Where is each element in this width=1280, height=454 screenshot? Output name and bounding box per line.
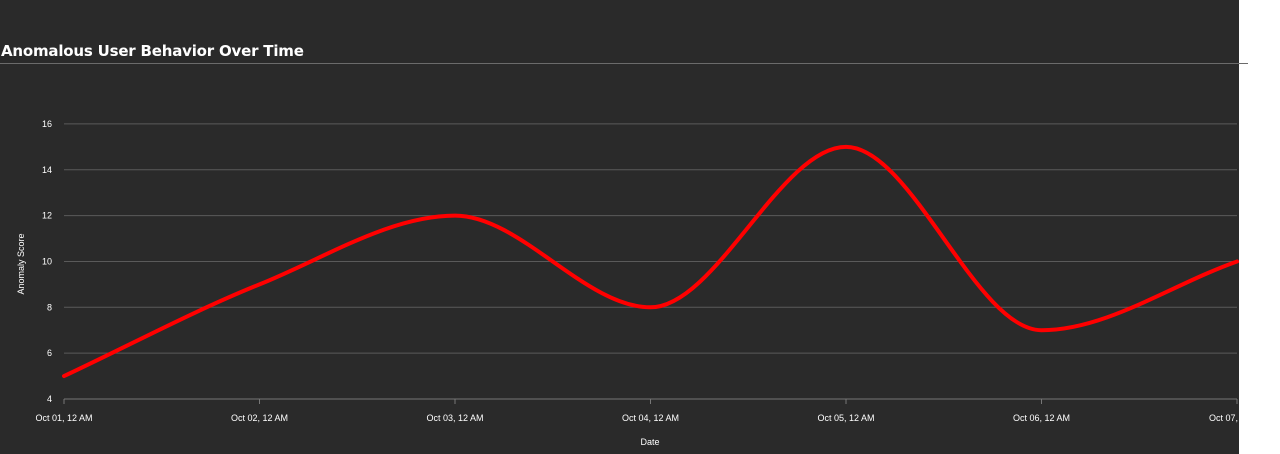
y-tick-label: 8 [47,302,52,312]
x-tick-label: Oct 07, [1209,413,1238,423]
series-layer [62,144,1239,379]
y-tick-label: 16 [42,119,52,129]
chart-title: Anomalous User Behavior Over Time [1,42,304,60]
x-axis-label: Date [640,437,659,447]
y-tick-label: 14 [42,165,52,175]
x-tick-label: Oct 01, 12 AM [35,413,92,423]
y-axis-ticks: 4 6 8 10 12 14 16 [42,119,52,404]
y-axis-label: Anomaly Score [16,233,26,294]
x-tick-label: Oct 04, 12 AM [622,413,679,423]
y-tick-label: 12 [42,211,52,221]
y-tick-label: 6 [47,348,52,358]
x-axis-ticks: Oct 01, 12 AM Oct 02, 12 AM Oct 03, 12 AM O… [35,399,1238,423]
grid-lines [64,123,1237,400]
series-line-0 [62,144,1239,379]
x-tick-label: Oct 06, 12 AM [1013,413,1070,423]
x-tick-label: Oct 02, 12 AM [231,413,288,423]
chart-panel: Anomalous User Behavior Over Time 4 6 8 10 1… [0,0,1248,454]
y-tick-label: 4 [47,394,52,404]
title-divider [0,63,1248,64]
y-tick-label: 10 [42,256,52,266]
x-tick-label: Oct 05, 12 AM [817,413,874,423]
x-tick-label: Oct 03, 12 AM [426,413,483,423]
